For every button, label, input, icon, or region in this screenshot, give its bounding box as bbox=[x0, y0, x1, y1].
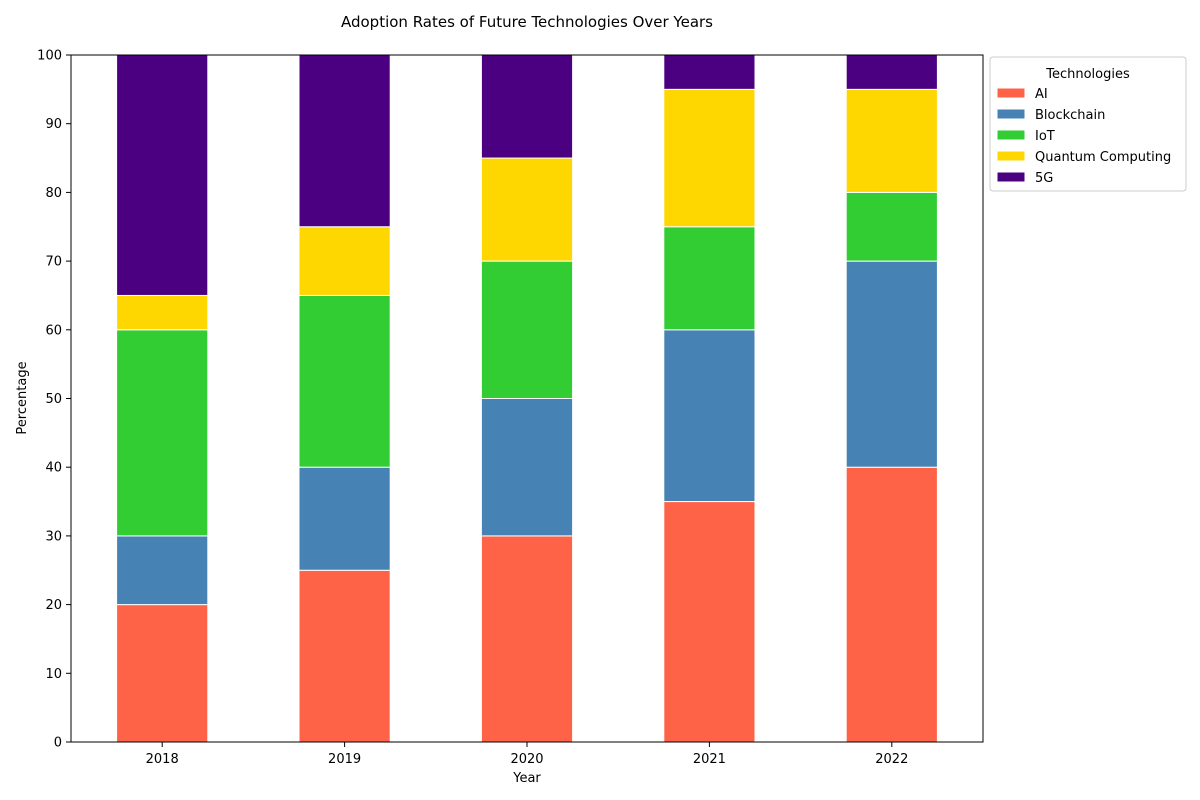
bar-quantum-computing-2022 bbox=[845, 88, 938, 193]
legend-swatch-blockchain bbox=[996, 108, 1026, 120]
bar-ai-2020 bbox=[480, 535, 574, 743]
legend-label-quantum-computing: Quantum Computing bbox=[1035, 150, 1171, 165]
bar-5g-2018 bbox=[116, 54, 209, 296]
y-axis: 0 10 20 30 40 50 60 70 80 90 100 bbox=[37, 49, 71, 751]
bar-quantum-computing-2020 bbox=[480, 157, 574, 262]
bar-5g-2022 bbox=[845, 54, 938, 90]
bar-blockchain-2022 bbox=[845, 260, 938, 468]
bar-blockchain-2018 bbox=[116, 535, 209, 606]
y-tick-label-40: 40 bbox=[45, 461, 62, 476]
bar-iot-2019 bbox=[298, 294, 391, 468]
y-tick-label-60: 60 bbox=[45, 323, 62, 338]
bar-blockchain-2020 bbox=[480, 398, 574, 537]
bar-quantum-computing-2018 bbox=[116, 294, 209, 331]
legend: Technologies AI Blockchain IoT Quantum Comp… bbox=[989, 56, 1187, 192]
y-axis-label: Percentage bbox=[15, 361, 30, 434]
bar-blockchain-2021 bbox=[663, 329, 756, 503]
x-axis: 2018 2019 2020 2021 2022 bbox=[146, 742, 908, 767]
bar-iot-2018 bbox=[116, 329, 209, 537]
legend-label-iot: IoT bbox=[1035, 129, 1055, 144]
legend-label-blockchain: Blockchain bbox=[1035, 108, 1105, 123]
legend-label-ai: AI bbox=[1035, 87, 1048, 102]
x-tick-label-2022: 2022 bbox=[875, 752, 908, 767]
bar-ai-2021 bbox=[663, 501, 756, 743]
legend-swatch-quantum-computing bbox=[996, 150, 1026, 162]
legend-items: AI Blockchain IoT Quantum Computing 5G bbox=[996, 87, 1171, 186]
y-tick-label-50: 50 bbox=[45, 392, 62, 407]
legend-swatch-ai bbox=[996, 87, 1026, 99]
bar-ai-2019 bbox=[298, 569, 391, 743]
chart-title: Adoption Rates of Future Technologies Ov… bbox=[341, 13, 713, 31]
bar-iot-2022 bbox=[845, 191, 938, 262]
bar-5g-2019 bbox=[298, 54, 391, 228]
y-tick-label-90: 90 bbox=[45, 117, 62, 132]
y-tick-label-20: 20 bbox=[45, 598, 62, 613]
legend-label-5g: 5G bbox=[1035, 171, 1053, 186]
bar-blockchain-2019 bbox=[298, 466, 391, 571]
bar-iot-2020 bbox=[480, 260, 574, 399]
y-tick-label-70: 70 bbox=[45, 255, 62, 270]
y-tick-label-30: 30 bbox=[45, 529, 62, 544]
bar-5g-2020 bbox=[480, 54, 574, 159]
legend-frame bbox=[989, 56, 1187, 192]
bars-layer bbox=[116, 54, 938, 743]
x-tick-label-2020: 2020 bbox=[510, 752, 543, 767]
legend-swatch-iot bbox=[996, 129, 1026, 141]
bar-quantum-computing-2021 bbox=[663, 88, 756, 228]
y-tick-label-80: 80 bbox=[45, 186, 62, 201]
bar-quantum-computing-2019 bbox=[298, 226, 391, 296]
x-axis-label: Year bbox=[512, 771, 541, 786]
x-tick-label-2018: 2018 bbox=[146, 752, 179, 767]
legend-swatch-5g bbox=[996, 171, 1026, 183]
y-tick-label-100: 100 bbox=[37, 49, 62, 64]
y-tick-label-0: 0 bbox=[54, 736, 62, 751]
x-tick-label-2021: 2021 bbox=[693, 752, 726, 767]
bar-ai-2022 bbox=[845, 466, 938, 743]
bar-ai-2018 bbox=[116, 604, 209, 743]
x-tick-label-2019: 2019 bbox=[328, 752, 361, 767]
y-tick-label-10: 10 bbox=[45, 667, 62, 682]
bar-5g-2021 bbox=[663, 54, 756, 90]
legend-title: Technologies bbox=[1045, 67, 1130, 82]
bar-iot-2021 bbox=[663, 226, 756, 331]
